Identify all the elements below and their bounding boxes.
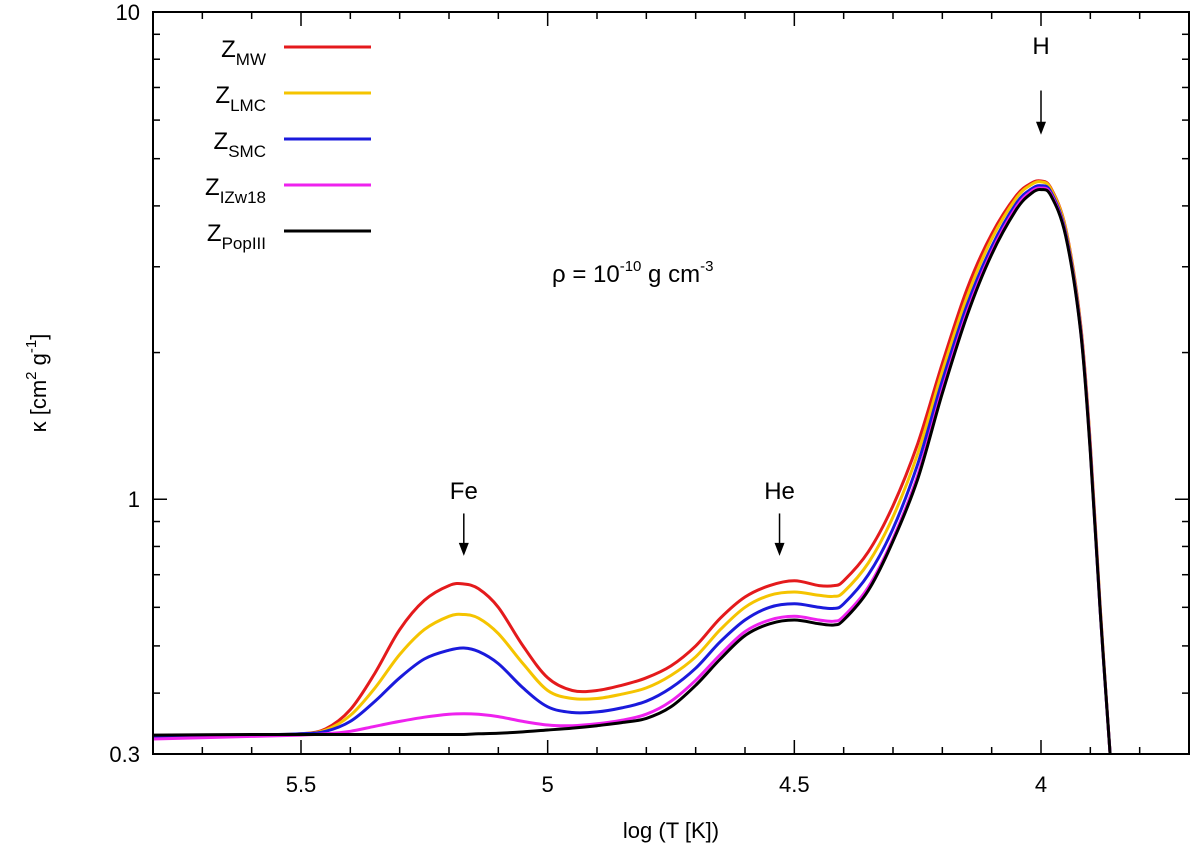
legend-label: ZPopIII <box>207 220 266 253</box>
legend-label: ZLMC <box>215 82 266 115</box>
y-tick-label: 10 <box>116 0 140 25</box>
annotations: Fe He H <box>450 33 1050 556</box>
arrow-head <box>458 542 469 556</box>
x-tick-label: 4.5 <box>779 772 810 797</box>
legend-entry-izw18: ZIZw18 <box>205 174 371 207</box>
x-tick-label: 5.5 <box>286 772 317 797</box>
y-tick-label: 0.3 <box>109 742 140 767</box>
plot-frame <box>152 11 1190 755</box>
arrow-head <box>1036 121 1046 135</box>
legend: ZMW ZLMC ZSMC ZIZw18 ZPopIII <box>205 36 371 253</box>
density-label: ρ = 10-10 g cm-3 <box>552 258 713 288</box>
series-lines <box>152 179 1112 755</box>
legend-label: ZMW <box>221 36 266 69</box>
y-axis-title: κ [cm2 g-1] <box>23 334 51 433</box>
x-tick-label: 5 <box>542 772 554 797</box>
legend-label: ZSMC <box>214 128 266 161</box>
annotation-fe: Fe <box>450 478 478 505</box>
x-tick-label: 4 <box>1035 772 1047 797</box>
legend-entry-popiii: ZPopIII <box>207 220 371 253</box>
plot-area <box>153 12 1189 754</box>
annotation-he: He <box>764 478 795 505</box>
y-tick-label: 1 <box>128 487 140 512</box>
legend-label: ZIZw18 <box>205 174 266 207</box>
legend-entry-mw: ZMW <box>221 36 371 69</box>
series-line-popiii <box>152 188 1112 755</box>
legend-entry-smc: ZSMC <box>214 128 371 161</box>
series-line-lmc <box>152 180 1112 755</box>
legend-entry-lmc: ZLMC <box>215 82 371 115</box>
x-axis-title: log (T [K]) <box>623 818 719 843</box>
annotation-h: H <box>1032 33 1049 60</box>
arrow-head <box>774 542 785 556</box>
series-line-smc <box>152 184 1112 755</box>
